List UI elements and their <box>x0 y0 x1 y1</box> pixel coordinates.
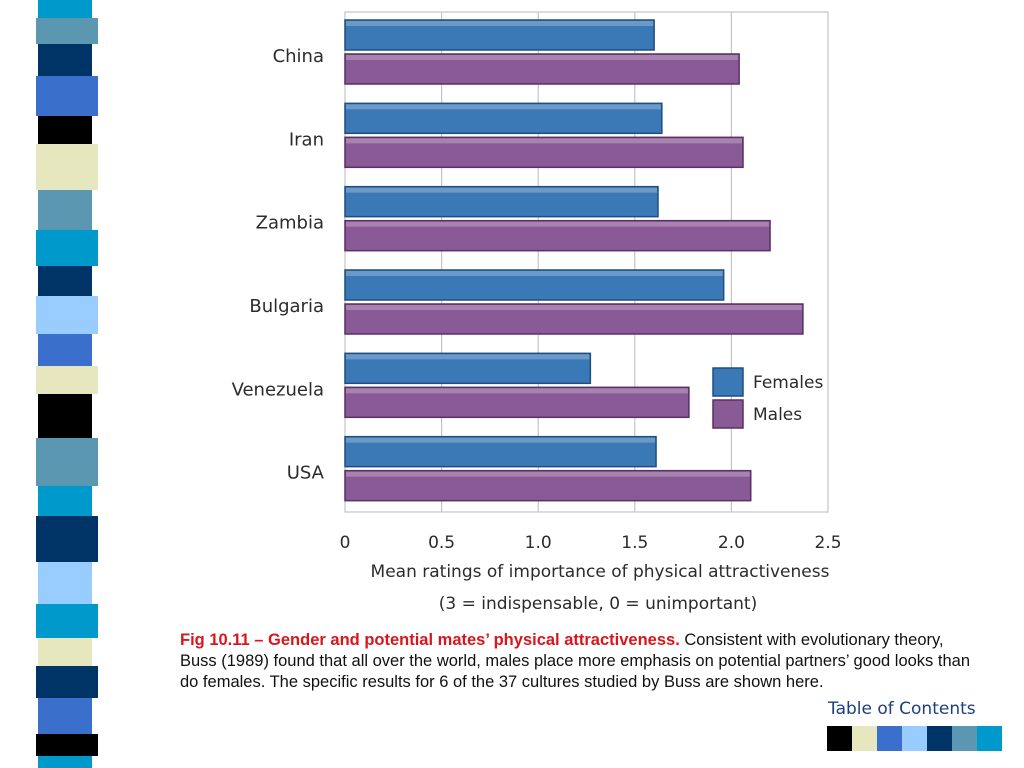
bar-highlight <box>346 138 742 144</box>
bar-highlight <box>346 55 739 60</box>
deco-block <box>34 734 98 756</box>
deco-block <box>34 144 98 190</box>
deco-block <box>38 44 92 76</box>
bar-females-usa <box>344 435 657 468</box>
bar-males-iran <box>344 136 744 169</box>
nav-end-block[interactable] <box>977 726 1002 751</box>
deco-block <box>38 190 92 230</box>
deco-block <box>34 366 98 394</box>
chart-legend: Females Males <box>712 367 823 429</box>
nav-prev-block[interactable] <box>852 726 877 751</box>
bar-males-zambia <box>344 219 771 252</box>
bar-highlight <box>346 471 750 477</box>
bar-highlight <box>346 305 802 310</box>
x-tick-labels: 0 0.5 1.0 1.5 2.0 2.5 <box>340 533 842 553</box>
deco-block <box>38 756 92 768</box>
bar-highlight <box>346 388 688 394</box>
deco-block <box>34 666 98 698</box>
x-tick-label: 2.5 <box>814 533 841 553</box>
nav-color-blocks <box>827 726 1002 751</box>
category-label-zambia: Zambia <box>256 213 324 234</box>
deco-block <box>38 638 92 666</box>
decorative-strip <box>0 0 98 768</box>
category-labels: China Iran Zambia Bulgaria Venezuela USA <box>232 46 325 484</box>
category-label-iran: Iran <box>289 129 324 150</box>
nav-home-block[interactable] <box>877 726 902 751</box>
bar-females-venezuela <box>344 352 592 385</box>
deco-block <box>38 698 92 734</box>
bar-males-venezuela <box>344 386 690 419</box>
category-label-bulgaria: Bulgaria <box>249 296 324 317</box>
deco-block <box>34 438 98 486</box>
x-axis-label: Mean ratings of importance of physical a… <box>371 562 830 582</box>
legend-label-males: Males <box>753 405 802 425</box>
legend-label-females: Females <box>753 373 823 393</box>
legend-swatch-females <box>712 367 744 397</box>
nav-first-block[interactable] <box>827 726 852 751</box>
caption-title: Fig 10.11 – Gender and potential mates’ … <box>180 631 680 649</box>
bar-females-china <box>344 19 655 51</box>
bar-males-usa <box>344 469 752 502</box>
bar-highlight <box>346 221 770 227</box>
bar-females-zambia <box>344 185 659 218</box>
chart-bars <box>344 19 804 502</box>
category-label-usa: USA <box>287 463 325 484</box>
x-tick-label: 0.5 <box>428 533 455 553</box>
x-axis-sublabel: (3 = indispensable, 0 = unimportant) <box>439 594 757 614</box>
caption-body: Consistent with evolutionary theory, Bus… <box>180 631 971 691</box>
bar-highlight <box>346 437 656 443</box>
deco-block <box>34 296 98 334</box>
deco-block <box>38 116 92 144</box>
plot-frame <box>344 11 829 513</box>
nav-last-block[interactable] <box>927 726 952 751</box>
bar-males-china <box>344 53 740 85</box>
bar-females-iran <box>344 102 663 135</box>
bar-highlight <box>346 21 654 26</box>
nav-return-block[interactable] <box>952 726 977 751</box>
deco-margin <box>0 0 36 768</box>
x-tick-label: 2.0 <box>718 533 745 553</box>
bar-highlight <box>346 271 723 276</box>
bar-highlight <box>346 104 661 110</box>
table-of-contents-link[interactable]: Table of Contents <box>828 699 976 719</box>
deco-block <box>38 0 92 18</box>
figure-caption: Fig 10.11 – Gender and potential mates’ … <box>180 630 980 693</box>
deco-block <box>34 230 98 266</box>
bar-chart: China Iran Zambia Bulgaria Venezuela USA 0 0.5… <box>232 11 842 614</box>
x-tick-label: 0 <box>340 533 351 553</box>
category-label-venezuela: Venezuela <box>232 379 324 400</box>
deco-block <box>38 266 92 296</box>
nav-next-block[interactable] <box>902 726 927 751</box>
x-tick-label: 1.0 <box>525 533 552 553</box>
deco-block <box>38 334 92 366</box>
deco-block <box>38 486 92 516</box>
deco-block <box>34 76 98 116</box>
deco-block <box>34 18 98 44</box>
x-tick-label: 1.5 <box>621 533 648 553</box>
bar-highlight <box>346 354 590 360</box>
deco-block <box>34 516 98 562</box>
category-label-china: China <box>273 46 324 67</box>
deco-block <box>34 604 98 638</box>
deco-block <box>38 562 92 604</box>
bar-males-bulgaria <box>344 303 804 335</box>
legend-swatch-males <box>712 399 744 429</box>
bar-highlight <box>346 187 657 193</box>
deco-block <box>38 394 92 438</box>
bar-females-bulgaria <box>344 269 725 301</box>
